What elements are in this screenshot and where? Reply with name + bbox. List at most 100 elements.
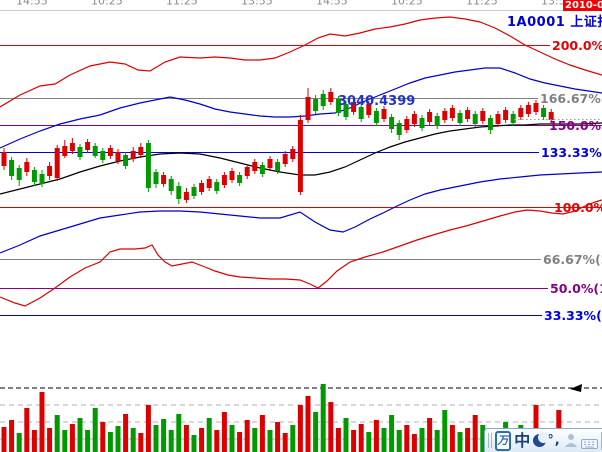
candle-body bbox=[206, 179, 212, 188]
candle-body bbox=[510, 114, 516, 123]
volume-bar bbox=[267, 430, 273, 452]
candle-body bbox=[161, 175, 167, 184]
keyboard-icon[interactable] bbox=[580, 435, 598, 449]
candle-body bbox=[404, 119, 410, 130]
candle-body bbox=[297, 120, 303, 192]
volume-bar bbox=[161, 419, 167, 452]
volume-bar bbox=[47, 428, 53, 452]
volume-bar bbox=[138, 433, 144, 452]
volume-bar bbox=[419, 428, 425, 452]
fib-level-label: 200.0% bbox=[552, 38, 602, 53]
volume-bar bbox=[244, 420, 250, 452]
candle-body bbox=[381, 109, 387, 119]
lower-band-blue bbox=[0, 171, 602, 254]
volume-bar bbox=[176, 414, 182, 452]
candle-body bbox=[107, 148, 113, 156]
candle-body bbox=[305, 97, 311, 120]
price-label: 3040.4399 bbox=[338, 94, 415, 109]
candle-body bbox=[480, 111, 486, 121]
volume-bar bbox=[237, 432, 243, 452]
volume-bar bbox=[389, 415, 395, 452]
candle-body bbox=[1, 152, 7, 166]
volume-bar bbox=[442, 410, 448, 452]
candle-body bbox=[54, 148, 60, 178]
volume-bar bbox=[381, 428, 387, 452]
candle-body bbox=[199, 183, 205, 192]
candle-body bbox=[389, 117, 395, 129]
volume-bar bbox=[221, 412, 227, 452]
candle-body bbox=[282, 154, 288, 164]
candle-body bbox=[16, 168, 22, 180]
candle-body bbox=[237, 175, 243, 183]
volume-bar bbox=[206, 418, 212, 452]
volume-bar bbox=[472, 415, 478, 452]
volume-bar bbox=[77, 418, 83, 452]
fib-level-label: 100.0% bbox=[554, 200, 602, 215]
volume-bar bbox=[153, 425, 159, 452]
volume-bar bbox=[16, 433, 22, 452]
volume-bar bbox=[282, 433, 288, 452]
volume-bar bbox=[411, 434, 417, 452]
candle-body bbox=[320, 94, 326, 106]
candle-body bbox=[123, 155, 129, 166]
volume-bar bbox=[465, 428, 471, 452]
candle-body bbox=[275, 162, 281, 171]
candle-body bbox=[168, 179, 174, 191]
candle-body bbox=[191, 187, 197, 196]
volume-bar bbox=[335, 428, 341, 452]
candle-body bbox=[411, 114, 417, 124]
toolbar-more-icon[interactable] bbox=[600, 431, 602, 450]
candle-body bbox=[145, 143, 151, 188]
volume-bar bbox=[305, 396, 311, 452]
volume-bar bbox=[259, 415, 265, 452]
toolbar-grip-handle[interactable] bbox=[488, 433, 492, 448]
volume-bar bbox=[199, 428, 205, 452]
ime-toolbar[interactable]: 万 中 °, bbox=[484, 428, 602, 452]
moon-icon[interactable] bbox=[533, 431, 550, 448]
candle-body bbox=[396, 123, 402, 135]
time-axis-label: 10:25 bbox=[91, 0, 123, 8]
fib-level-label: 133.33%(1 bbox=[541, 145, 602, 160]
volume-bar bbox=[290, 425, 296, 452]
candle-body bbox=[183, 192, 189, 200]
punctuation-icon[interactable]: °, bbox=[547, 433, 561, 448]
candle-body bbox=[214, 182, 220, 191]
candle-body bbox=[328, 92, 334, 102]
candle-body bbox=[449, 108, 455, 118]
volume-bar bbox=[358, 424, 364, 452]
volume-bar bbox=[123, 414, 129, 452]
candle-body bbox=[24, 162, 30, 172]
candle-body bbox=[358, 107, 364, 119]
chinese-mode-icon[interactable]: 中 bbox=[514, 430, 531, 450]
candle-body bbox=[31, 170, 37, 182]
wan-ime-icon[interactable]: 万 bbox=[494, 430, 512, 451]
volume-bar bbox=[351, 430, 357, 452]
volume-bar bbox=[85, 430, 91, 452]
candle-body bbox=[465, 110, 471, 119]
candle-body bbox=[252, 162, 258, 171]
candle-body bbox=[343, 104, 349, 117]
volume-bar bbox=[1, 427, 7, 452]
candle-body bbox=[221, 175, 227, 185]
fib-level-label: 50.0%(1 bbox=[550, 281, 602, 296]
candle-body bbox=[366, 104, 372, 115]
symbol-label: 1A0001 上证指数 bbox=[507, 15, 602, 30]
candle-body bbox=[115, 152, 121, 161]
volume-bar bbox=[31, 430, 37, 452]
candle-body bbox=[153, 172, 159, 184]
candle-body bbox=[472, 114, 478, 124]
user-icon[interactable] bbox=[564, 433, 578, 448]
volume-bar bbox=[366, 432, 372, 452]
candle-body bbox=[244, 167, 250, 176]
volume-bar bbox=[449, 425, 455, 452]
candle-body bbox=[290, 149, 296, 159]
volume-bar bbox=[107, 432, 113, 452]
volume-bar bbox=[328, 402, 334, 452]
volume-bar bbox=[100, 422, 106, 452]
volume-bar bbox=[92, 408, 98, 452]
volume-bar bbox=[396, 430, 402, 452]
candle-body bbox=[518, 108, 524, 117]
candle-body bbox=[267, 159, 273, 168]
candle-body bbox=[138, 147, 144, 155]
